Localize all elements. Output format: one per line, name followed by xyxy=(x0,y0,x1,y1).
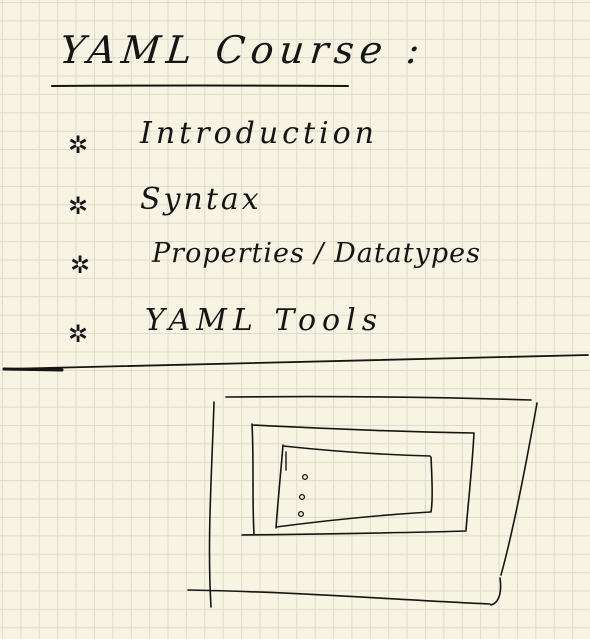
middle-frame-sketch xyxy=(241,423,475,536)
section-divider-thick xyxy=(2,367,64,372)
list-item-introduction: Introduction xyxy=(140,116,378,151)
star-icon: ✲ xyxy=(68,320,89,348)
star-icon: ✲ xyxy=(70,251,91,279)
star-icon: ✲ xyxy=(68,131,89,159)
star-icon: ✲ xyxy=(68,192,89,220)
list-item-yaml-tools: YAML Tools xyxy=(145,303,384,338)
inner-frame-sketch xyxy=(275,444,433,529)
dot-3 xyxy=(297,510,305,518)
title-underline xyxy=(51,84,349,87)
dot-2 xyxy=(298,493,306,501)
outer-frame-sketch xyxy=(187,395,538,608)
section-divider xyxy=(3,354,589,370)
list-item-syntax: Syntax xyxy=(140,182,262,217)
dot-1 xyxy=(301,473,309,481)
list-item-properties-datatypes: Properties / Datatypes xyxy=(152,238,481,269)
